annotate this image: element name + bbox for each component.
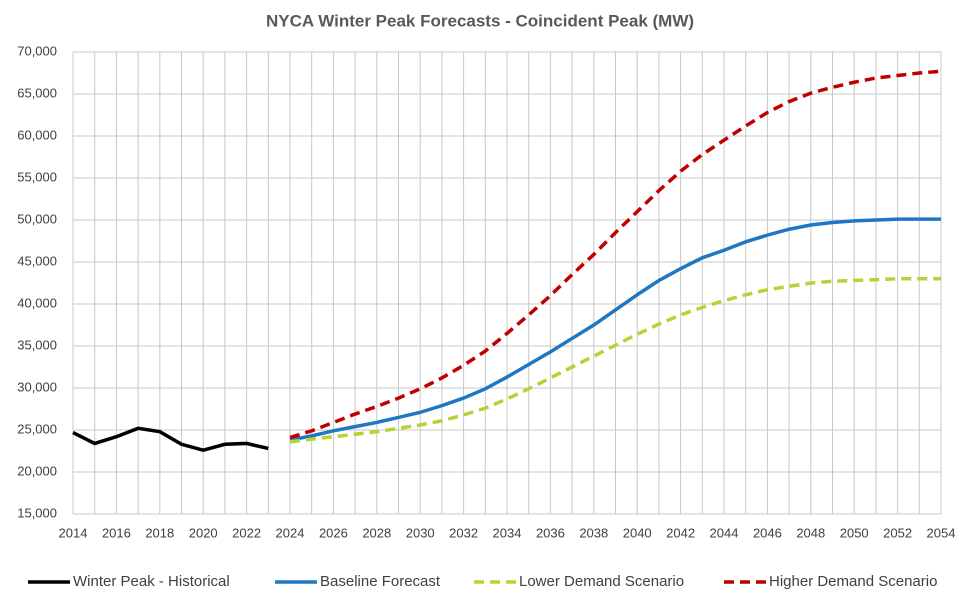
x-tick-label: 2028	[362, 525, 391, 540]
x-tick-label: 2048	[796, 525, 825, 540]
x-tick-label: 2050	[840, 525, 869, 540]
y-tick-label: 65,000	[17, 85, 57, 100]
x-tick-label: 2044	[710, 525, 739, 540]
x-tick-label: 2024	[276, 525, 305, 540]
y-tick-label: 45,000	[17, 253, 57, 268]
x-tick-label: 2020	[189, 525, 218, 540]
x-tick-label: 2034	[493, 525, 522, 540]
y-tick-label: 70,000	[17, 43, 57, 58]
x-tick-label: 2014	[59, 525, 88, 540]
y-tick-label: 60,000	[17, 127, 57, 142]
x-tick-label: 2046	[753, 525, 782, 540]
series-line	[289, 217, 941, 442]
y-tick-label: 25,000	[17, 421, 57, 436]
x-tick-label: 2040	[623, 525, 652, 540]
x-tick-label: 2022	[232, 525, 261, 540]
y-tick-label: 40,000	[17, 295, 57, 310]
series-line	[289, 69, 942, 440]
series-line	[72, 426, 269, 452]
x-tick-label: 2054	[927, 525, 956, 540]
x-tick-label: 2030	[406, 525, 435, 540]
x-tick-label: 2036	[536, 525, 565, 540]
x-tick-label: 2016	[102, 525, 131, 540]
legend-label: Lower Demand Scenario	[519, 573, 684, 590]
legend: Winter Peak - Historical Baseline Forecas…	[28, 573, 937, 590]
legend-label: Winter Peak - Historical	[73, 573, 230, 590]
y-tick-label: 15,000	[17, 505, 57, 520]
series-line	[289, 277, 941, 444]
chart-title: NYCA Winter Peak Forecasts - Coincident …	[266, 11, 694, 30]
x-tick-label: 2038	[579, 525, 608, 540]
y-tick-label: 55,000	[17, 169, 57, 184]
y-tick-label: 35,000	[17, 337, 57, 352]
x-tick-label: 2042	[666, 525, 695, 540]
y-tick-label: 50,000	[17, 211, 57, 226]
x-tick-label: 2026	[319, 525, 348, 540]
y-tick-label: 30,000	[17, 379, 57, 394]
x-tick-label: 2052	[883, 525, 912, 540]
legend-label: Baseline Forecast	[320, 573, 441, 590]
x-tick-label: 2032	[449, 525, 478, 540]
legend-label: Higher Demand Scenario	[769, 573, 937, 590]
y-tick-label: 20,000	[17, 463, 57, 478]
x-tick-label: 2018	[145, 525, 174, 540]
